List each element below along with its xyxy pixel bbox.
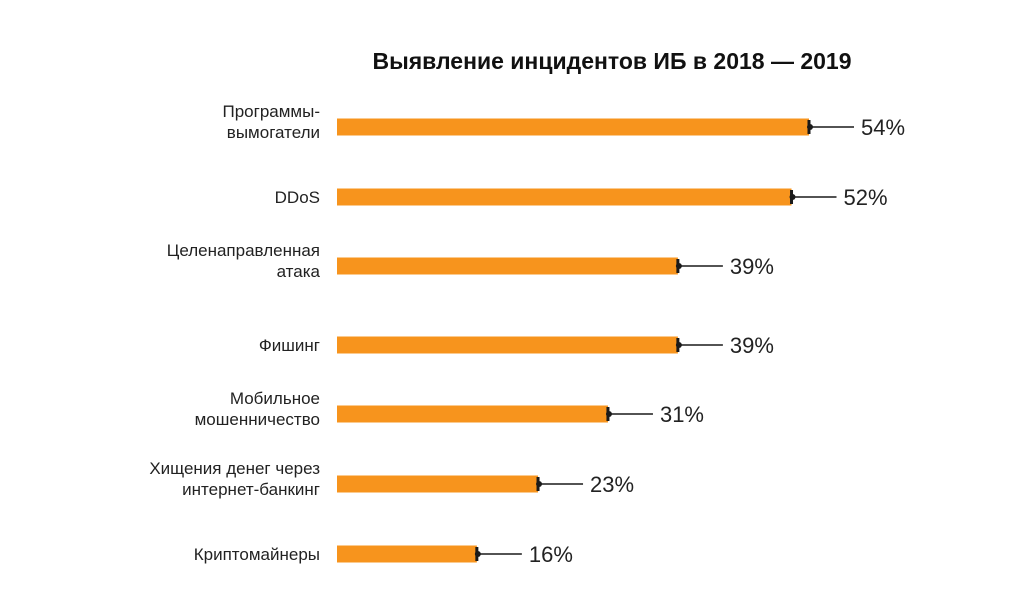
leader-dot	[675, 263, 682, 269]
leader-dot	[536, 481, 543, 487]
value-label: 52%	[844, 185, 888, 210]
value-label: 16%	[529, 542, 573, 567]
bar	[337, 405, 608, 423]
bar	[337, 545, 477, 563]
category-label: интернет-банкинг	[182, 480, 320, 499]
category-label: Мобильное	[230, 389, 320, 408]
bar	[337, 118, 809, 136]
bar	[337, 475, 539, 493]
category-label: Фишинг	[259, 336, 320, 355]
chart-title: Выявление инцидентов ИБ в 2018 — 2019	[372, 48, 852, 74]
category-label: Программы-	[223, 102, 321, 121]
leader-dot	[789, 194, 796, 200]
category-label: мошенничество	[195, 410, 320, 429]
leader-dot	[675, 342, 682, 348]
category-label: Хищения денег через	[149, 459, 320, 478]
leader-dot	[605, 411, 612, 417]
value-label: 31%	[660, 402, 704, 427]
category-label: Целенаправленная	[167, 241, 320, 260]
leader-dot	[474, 551, 481, 557]
bar	[337, 188, 792, 206]
value-label: 39%	[730, 254, 774, 279]
value-label: 54%	[861, 115, 905, 140]
value-label: 23%	[590, 472, 634, 497]
value-label: 39%	[730, 333, 774, 358]
leader-dot	[807, 124, 813, 130]
category-label: вымогатели	[227, 123, 320, 142]
bar	[337, 336, 678, 354]
category-label: атака	[277, 262, 321, 281]
category-label: DDoS	[275, 188, 320, 207]
bar	[337, 257, 678, 275]
category-label: Криптомайнеры	[194, 545, 320, 564]
